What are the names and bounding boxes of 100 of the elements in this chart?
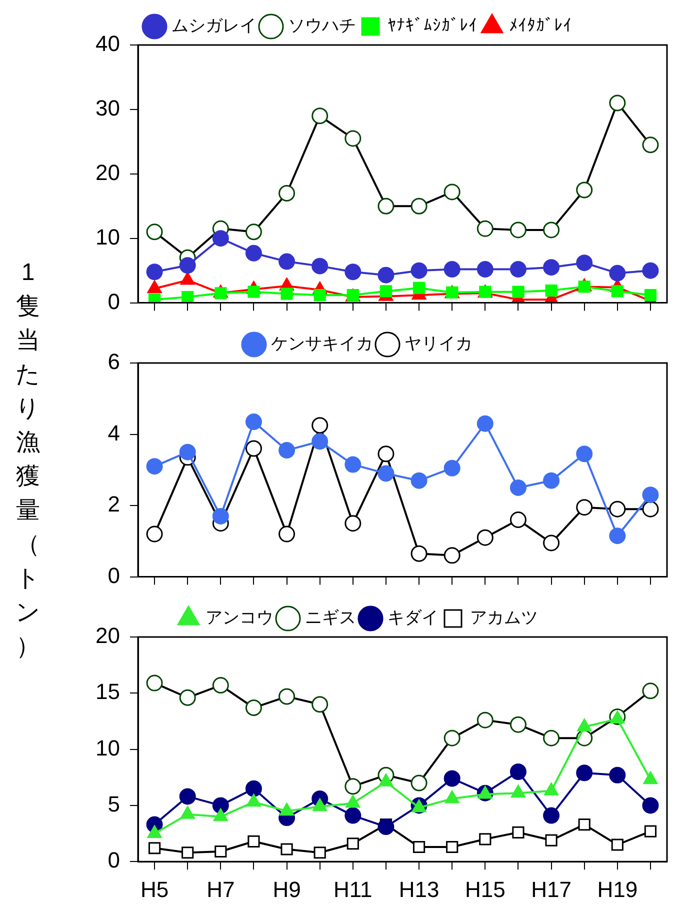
point xyxy=(212,797,229,814)
point xyxy=(476,415,494,432)
point xyxy=(510,764,526,780)
point xyxy=(543,259,560,276)
point xyxy=(642,797,659,814)
point xyxy=(576,254,593,272)
point xyxy=(412,840,426,854)
y-tick-label: 10 xyxy=(96,735,120,760)
point xyxy=(609,500,626,518)
point xyxy=(378,446,394,462)
point xyxy=(248,286,260,298)
x-tick-label: H7 xyxy=(206,876,235,902)
point xyxy=(245,414,262,430)
point xyxy=(510,512,526,528)
point xyxy=(642,486,659,504)
point xyxy=(179,444,196,460)
legend-label: ムシガレイ xyxy=(172,16,256,36)
point xyxy=(543,534,560,552)
point xyxy=(245,244,262,262)
point xyxy=(609,528,626,544)
point xyxy=(148,294,161,303)
point xyxy=(346,838,359,850)
x-tick-label: H19 xyxy=(597,876,638,902)
point xyxy=(312,417,328,434)
y-tick-label: 10 xyxy=(96,224,120,250)
point xyxy=(642,262,659,279)
legend-label: ソウハチ xyxy=(288,16,356,36)
point xyxy=(312,258,328,274)
point xyxy=(510,261,526,278)
x-tick-label: H5 xyxy=(140,876,169,902)
point xyxy=(576,499,593,516)
legend-label: キダイ xyxy=(388,608,438,628)
legend-label: ニギス xyxy=(305,608,356,628)
y-tick-label: 20 xyxy=(96,623,120,648)
point xyxy=(179,788,196,805)
point xyxy=(182,290,194,303)
x-tick-label: H17 xyxy=(531,876,572,902)
point xyxy=(312,433,328,450)
legend-label: ヤリイカ xyxy=(404,334,472,354)
point xyxy=(278,253,296,270)
y-tick-label: 0 xyxy=(108,562,120,588)
point xyxy=(146,458,163,475)
point xyxy=(410,472,428,489)
point xyxy=(644,825,657,838)
point xyxy=(644,289,657,302)
legend-label: アカムツ xyxy=(470,608,538,628)
legend-label: ﾔﾅｷﾞﾑｼｶﾞﾚｲ xyxy=(388,16,478,36)
point xyxy=(611,838,624,851)
point xyxy=(344,456,362,473)
text: 1隻当たり漁獲量（トン） xyxy=(16,259,40,660)
x-tick-label: H15 xyxy=(464,876,506,902)
point xyxy=(380,285,392,298)
point xyxy=(248,835,260,848)
point xyxy=(578,818,590,831)
point xyxy=(278,442,296,459)
y-tick-label: 20 xyxy=(96,160,120,185)
point xyxy=(146,526,163,542)
y-tick-label: 0 xyxy=(108,848,120,873)
point xyxy=(344,264,362,280)
point xyxy=(479,833,492,846)
point xyxy=(446,840,458,854)
point xyxy=(280,288,293,300)
legend-label: ケンサキイカ xyxy=(271,334,373,354)
point xyxy=(444,261,460,278)
point xyxy=(212,508,229,524)
point xyxy=(344,515,362,532)
point xyxy=(278,526,296,542)
y-tick-label: 40 xyxy=(96,31,120,56)
point xyxy=(444,460,460,476)
point xyxy=(609,264,626,282)
point xyxy=(512,826,524,838)
point xyxy=(179,257,196,274)
y-tick-label: 15 xyxy=(96,679,120,704)
point xyxy=(609,766,626,784)
x-tick-label: H9 xyxy=(272,876,301,902)
point xyxy=(576,764,593,782)
point xyxy=(378,266,394,284)
point xyxy=(148,842,161,854)
point xyxy=(378,818,394,836)
point xyxy=(545,834,558,846)
y-tick-label: 30 xyxy=(96,96,120,121)
point xyxy=(314,846,326,859)
point xyxy=(245,780,262,797)
y-tick-label: 5 xyxy=(108,792,120,817)
point xyxy=(476,529,494,546)
point xyxy=(344,807,362,824)
point xyxy=(412,282,426,294)
y-tick-label: 2 xyxy=(108,492,120,517)
point xyxy=(314,289,326,302)
point xyxy=(280,843,293,856)
point xyxy=(476,261,494,278)
y-tick-label: 6 xyxy=(108,349,120,374)
point xyxy=(576,446,593,462)
legend-label: アンコウ xyxy=(206,608,274,628)
point xyxy=(212,230,229,247)
point xyxy=(245,440,262,457)
x-tick-label: H11 xyxy=(334,876,372,902)
point xyxy=(642,500,659,518)
point xyxy=(410,262,428,279)
point xyxy=(611,285,624,298)
